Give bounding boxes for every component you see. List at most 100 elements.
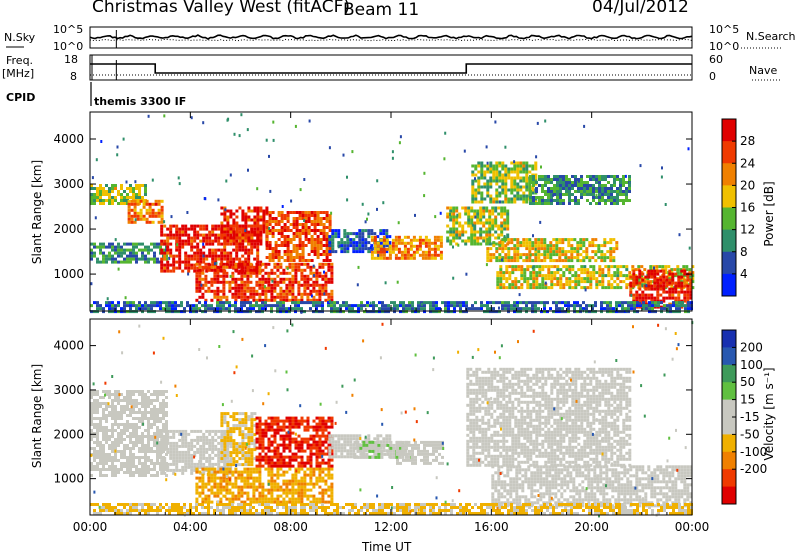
power-cell xyxy=(175,254,179,258)
power-cell xyxy=(330,304,333,308)
power-cell xyxy=(470,206,474,210)
power-cell xyxy=(310,235,314,238)
power-cell xyxy=(129,242,132,246)
power-cell xyxy=(520,271,524,275)
velocity-cell xyxy=(102,414,105,417)
power-cell xyxy=(240,301,243,305)
power-cell xyxy=(432,310,435,314)
power-cell xyxy=(226,239,230,243)
power-cell xyxy=(498,310,501,314)
power-cell xyxy=(379,232,383,236)
power-cell xyxy=(510,197,514,201)
power-cell xyxy=(108,251,111,255)
power-cell xyxy=(342,310,345,314)
velocity-cell xyxy=(105,468,108,471)
power-cell xyxy=(217,227,221,231)
power-cell xyxy=(187,227,191,231)
power-cell xyxy=(538,199,541,202)
velocity-cell xyxy=(141,447,144,450)
velocity-cell xyxy=(162,426,165,429)
velocity-cell xyxy=(181,429,185,433)
velocity-cell xyxy=(132,390,135,393)
power-cell xyxy=(503,212,507,216)
power-cell xyxy=(645,304,648,308)
velocity-cell xyxy=(190,468,194,472)
velocity-cell xyxy=(90,390,93,393)
power-cell xyxy=(552,253,556,257)
power-cell xyxy=(689,281,693,285)
velocity-cell xyxy=(150,474,153,477)
power-cell xyxy=(90,199,93,202)
power-cell xyxy=(318,286,322,290)
power-cell xyxy=(190,266,194,270)
power-cell xyxy=(298,214,302,217)
power-cell xyxy=(301,253,305,256)
power-cell xyxy=(603,238,607,242)
power-cell xyxy=(388,247,392,251)
velocity-cell xyxy=(138,456,141,459)
power-cell xyxy=(406,256,410,260)
power-cell xyxy=(470,224,474,228)
power-cell xyxy=(240,307,243,311)
velocity-cell xyxy=(132,429,135,432)
velocity-cell xyxy=(156,408,159,411)
power-cell xyxy=(351,310,354,314)
power-cell xyxy=(498,173,502,177)
velocity-cell xyxy=(141,396,144,399)
power-cell xyxy=(486,247,490,251)
power-cell xyxy=(622,190,625,193)
power-cell xyxy=(630,301,633,305)
power-cell xyxy=(522,238,526,242)
power-cell xyxy=(438,307,441,311)
power-cell xyxy=(638,293,642,297)
power-cell xyxy=(622,202,625,205)
power-cell xyxy=(585,304,588,308)
power-cell xyxy=(250,242,254,246)
velocity-cell xyxy=(208,465,212,469)
power-cell xyxy=(216,292,220,296)
power-colorbar-segment xyxy=(722,251,736,275)
power-cell xyxy=(615,310,618,314)
power-cell xyxy=(241,239,245,243)
power-cell xyxy=(258,271,262,275)
power-cell xyxy=(538,268,542,272)
power-cell xyxy=(543,304,546,308)
velocity-cell xyxy=(184,429,188,433)
power-cell xyxy=(108,257,111,261)
power-cell xyxy=(244,224,248,228)
velocity-cell xyxy=(159,390,162,393)
power-cell xyxy=(691,277,695,281)
power-cell xyxy=(162,307,165,311)
power-cell xyxy=(610,274,614,278)
power-cell xyxy=(231,265,235,269)
power-cell xyxy=(312,298,316,302)
power-cell xyxy=(165,257,168,261)
power-cell xyxy=(573,238,577,242)
power-cell xyxy=(316,220,320,223)
velocity-cell xyxy=(211,456,215,460)
power-cell xyxy=(595,196,598,199)
power-cell xyxy=(361,229,365,233)
power-cell xyxy=(498,191,502,195)
power-cell xyxy=(603,301,606,305)
power-cell xyxy=(196,242,200,246)
power-y-tick-label: 4000 xyxy=(53,132,84,146)
power-cell xyxy=(565,184,568,187)
power-cell xyxy=(261,280,265,284)
velocity-cell xyxy=(202,453,206,457)
power-cell xyxy=(528,185,532,189)
velocity-cell xyxy=(126,429,129,432)
power-cell xyxy=(446,206,450,210)
power-cell xyxy=(216,307,219,311)
power-cell xyxy=(256,227,260,231)
power-cell xyxy=(421,238,425,242)
power-cell xyxy=(464,221,468,225)
power-cell xyxy=(178,263,182,267)
power-cell xyxy=(502,286,506,290)
velocity-cell xyxy=(226,442,230,446)
power-cell xyxy=(449,218,453,222)
power-cell xyxy=(656,296,660,300)
power-cell xyxy=(256,221,260,225)
power-colorbar-segment xyxy=(722,273,736,297)
power-cell xyxy=(261,301,264,305)
